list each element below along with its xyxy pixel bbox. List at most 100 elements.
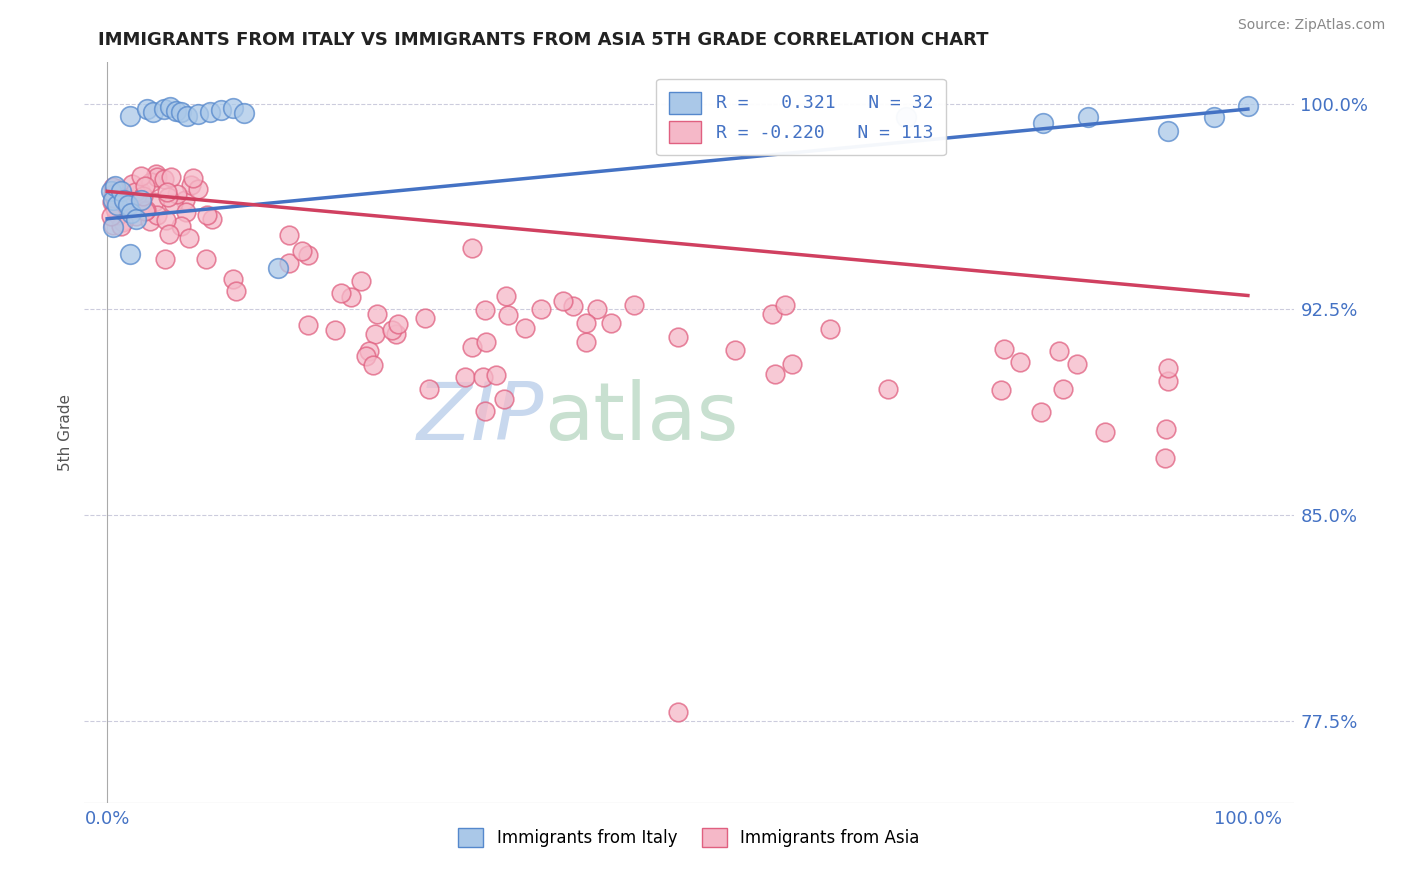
Point: [187, 107, 209, 121]
Point: [277, 256, 299, 270]
Text: atlas: atlas: [544, 379, 738, 457]
Point: [513, 321, 536, 335]
Point: [1154, 422, 1177, 436]
Point: [170, 104, 193, 119]
Point: [494, 392, 516, 406]
Point: [180, 178, 202, 192]
Point: [101, 180, 124, 194]
Point: [763, 368, 786, 382]
Point: [129, 185, 152, 199]
Point: [142, 105, 165, 120]
Point: [297, 318, 319, 332]
Point: [115, 191, 138, 205]
Point: [1029, 405, 1052, 419]
Point: [101, 194, 124, 209]
Point: [107, 198, 129, 212]
Point: [780, 357, 803, 371]
Point: [461, 340, 484, 354]
Point: [385, 327, 408, 342]
Point: [209, 103, 232, 117]
Point: [475, 335, 498, 350]
Point: [474, 404, 496, 418]
Point: [233, 106, 256, 120]
Point: [1066, 357, 1088, 371]
Point: [387, 317, 409, 331]
Point: [472, 369, 495, 384]
Point: [993, 342, 1015, 356]
Point: [157, 190, 180, 204]
Point: [225, 284, 247, 298]
Point: [121, 177, 143, 191]
Point: [124, 185, 146, 199]
Point: [125, 211, 148, 226]
Point: [575, 316, 598, 330]
Point: [101, 219, 124, 234]
Point: [723, 343, 745, 358]
Point: [990, 383, 1012, 397]
Point: [166, 186, 188, 201]
Point: [112, 193, 135, 207]
Point: [418, 382, 440, 396]
Point: [143, 195, 166, 210]
Point: [114, 212, 136, 227]
Point: [496, 308, 519, 322]
Point: [267, 261, 290, 276]
Point: [495, 288, 517, 302]
Point: [623, 298, 645, 312]
Point: [125, 209, 148, 223]
Point: [198, 104, 221, 119]
Point: [201, 212, 224, 227]
Point: [131, 193, 153, 207]
Point: [195, 209, 218, 223]
Point: [221, 102, 243, 116]
Text: ZIP: ZIP: [416, 379, 544, 457]
Point: [162, 195, 184, 210]
Point: [1154, 451, 1177, 466]
Point: [177, 231, 200, 245]
Point: [157, 227, 180, 242]
Point: [363, 358, 385, 372]
Point: [876, 382, 898, 396]
Point: [103, 186, 125, 201]
Point: [340, 291, 363, 305]
Point: [354, 349, 377, 363]
Point: [101, 193, 124, 207]
Point: [553, 293, 575, 308]
Text: Source: ZipAtlas.com: Source: ZipAtlas.com: [1237, 18, 1385, 32]
Point: [187, 182, 209, 196]
Point: [125, 202, 148, 216]
Point: [120, 206, 142, 220]
Point: [104, 202, 127, 216]
Point: [359, 344, 381, 359]
Point: [1047, 344, 1070, 359]
Point: [129, 169, 152, 184]
Point: [160, 169, 183, 184]
Point: [112, 214, 135, 228]
Point: [117, 200, 139, 214]
Point: [110, 219, 132, 234]
Point: [153, 172, 176, 186]
Point: [1202, 110, 1225, 124]
Point: [139, 175, 162, 189]
Text: IMMIGRANTS FROM ITALY VS IMMIGRANTS FROM ASIA 5TH GRADE CORRELATION CHART: IMMIGRANTS FROM ITALY VS IMMIGRANTS FROM…: [98, 31, 988, 49]
Point: [135, 203, 157, 218]
Point: [1077, 110, 1099, 124]
Point: [146, 208, 169, 222]
Point: [153, 103, 176, 117]
Point: [134, 179, 156, 194]
Point: [1032, 116, 1054, 130]
Point: [585, 302, 607, 317]
Point: [118, 247, 141, 261]
Point: [176, 110, 198, 124]
Point: [599, 317, 621, 331]
Point: [297, 248, 319, 262]
Point: [323, 322, 346, 336]
Point: [176, 205, 198, 219]
Point: [153, 252, 176, 267]
Point: [155, 213, 177, 227]
Point: [461, 241, 484, 255]
Point: [530, 302, 553, 317]
Point: [194, 252, 217, 267]
Point: [100, 209, 122, 223]
Point: [118, 110, 141, 124]
